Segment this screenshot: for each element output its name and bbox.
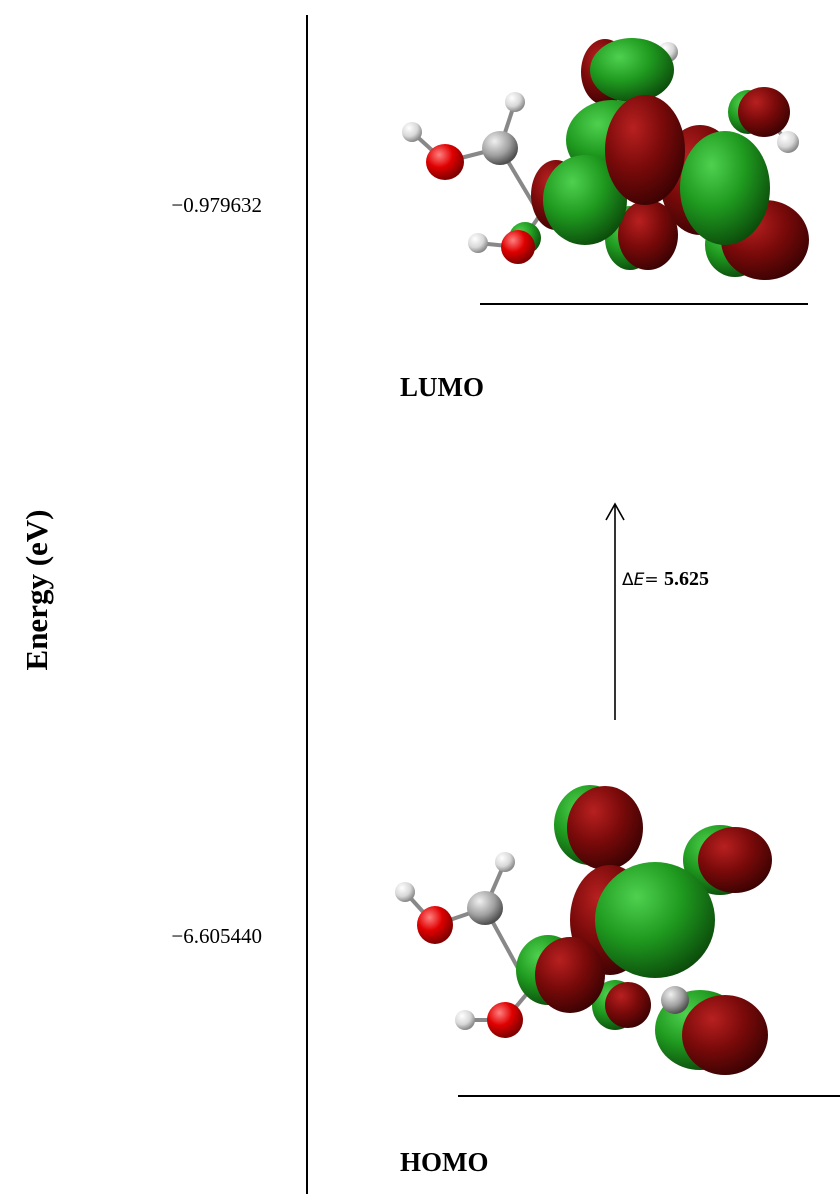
gap-label: ΔE= 5.625	[622, 568, 709, 590]
gap-delta: Δ	[622, 570, 634, 590]
lumo-label: LUMO	[400, 372, 484, 402]
lumo-energy: −0.979632	[171, 193, 262, 217]
axis-label: Energy (eV)	[19, 510, 54, 671]
gap-value: 5.625	[664, 568, 709, 590]
gap-variable: E	[634, 570, 645, 590]
homo-label: HOMO	[400, 1147, 489, 1177]
homo-energy: −6.605440	[171, 924, 262, 948]
homo-orbital	[395, 785, 772, 1075]
energy-diagram: Energy (eV) −0.979632 LUMO ΔE= 5.625	[0, 0, 840, 1194]
gap-operator: =	[644, 570, 664, 590]
gap-arrow	[606, 504, 624, 720]
lumo-orbital	[402, 38, 809, 280]
